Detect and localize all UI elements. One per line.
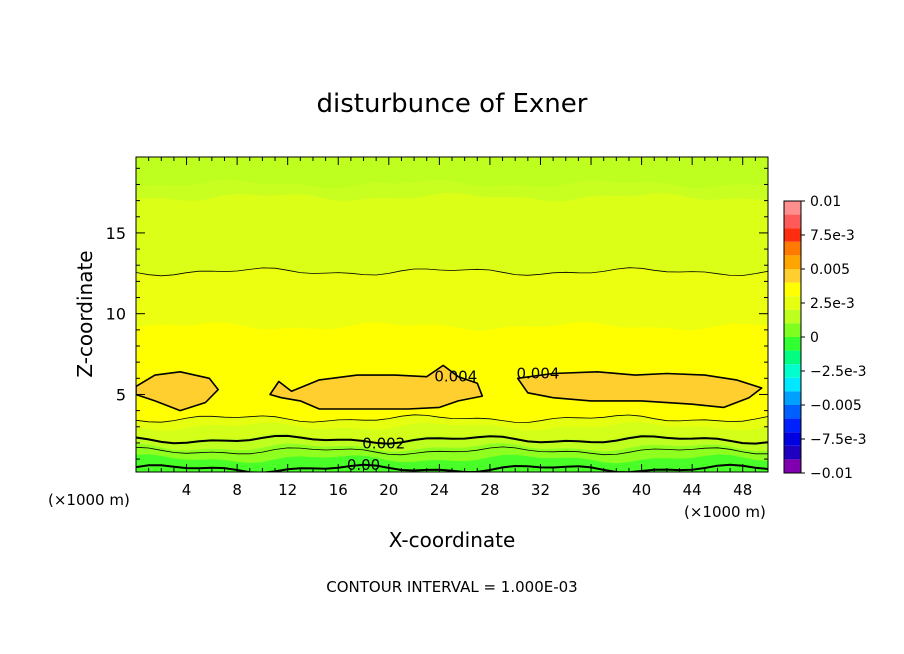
contour-label: 0.004 <box>434 368 477 386</box>
colorbar-swatch <box>784 241 801 256</box>
x-tick-label: 44 <box>683 481 702 499</box>
chart-title: disturbunce of Exner <box>317 89 588 119</box>
colorbar-swatch <box>784 228 801 242</box>
y-tick-label: 15 <box>106 224 126 243</box>
contour-region <box>516 370 763 409</box>
contour-band <box>136 454 768 472</box>
y-axis-label: Z-coordinate <box>73 250 97 377</box>
colorbar-swatch <box>784 445 801 460</box>
colorbar-label: 2.5e-3 <box>810 296 855 312</box>
x-unit-left: (×1000 m) <box>48 491 130 509</box>
colorbar: 0.01 7.5e-3 0.005 2.5e-3 0 −2.5e-3 −0.005 −7.5e… <box>783 194 867 482</box>
contour-label: 0.002 <box>362 435 405 453</box>
colorbar-label: 0.005 <box>810 262 850 278</box>
x-tick-label: 20 <box>379 481 398 499</box>
contour-label: 0.00 <box>347 456 380 474</box>
colorbar-swatch <box>784 255 801 269</box>
contour-line <box>136 414 768 423</box>
colorbar-swatch <box>784 337 801 351</box>
colorbar-swatch <box>784 377 801 392</box>
x-tick-label: 48 <box>733 481 752 499</box>
colorbar-label: 7.5e-3 <box>810 228 855 244</box>
colorbar-swatch <box>784 201 801 215</box>
colorbar-label: −0.005 <box>810 398 862 414</box>
plot-area <box>136 157 768 472</box>
y-axis: 5 10 15 <box>106 167 768 460</box>
colorbar-label: −2.5e-3 <box>810 364 867 380</box>
y-tick-label: 10 <box>106 305 126 324</box>
colorbar-label: 0 <box>810 330 819 346</box>
contour-region <box>136 370 219 412</box>
contour-band <box>136 266 768 332</box>
x-unit-right: (×1000 m) <box>684 503 766 521</box>
colorbar-label: −7.5e-3 <box>810 432 867 448</box>
contour-band <box>136 192 768 277</box>
x-axis-label: X-coordinate <box>389 528 516 552</box>
colorbar-swatch <box>784 405 801 419</box>
colorbar-swatch <box>784 364 801 378</box>
contour-region <box>269 364 484 410</box>
x-tick-label: 32 <box>531 481 550 499</box>
colorbar-label: −0.01 <box>810 466 853 482</box>
x-tick-label: 8 <box>232 481 242 499</box>
contour-line <box>136 267 768 277</box>
x-tick-label: 24 <box>430 481 449 499</box>
x-tick-label: 36 <box>581 481 600 499</box>
contour-interval-note: CONTOUR INTERVAL = 1.000E-03 <box>326 578 577 596</box>
x-tick-label: 40 <box>632 481 651 499</box>
contour-line <box>136 434 768 445</box>
colorbar-swatch <box>784 214 801 229</box>
x-tick-label: 12 <box>278 481 297 499</box>
colorbar-swatch <box>784 269 801 283</box>
x-tick-label: 16 <box>329 481 348 499</box>
colorbar-swatch <box>784 323 801 337</box>
x-tick-label: 28 <box>480 481 499 499</box>
contour-labels: 0.004 0.004 0.002 0.00 <box>347 364 560 474</box>
colorbar-swatch <box>784 350 801 365</box>
y-tick-label: 5 <box>116 385 126 404</box>
colorbar-swatch <box>784 296 801 310</box>
colorbar-swatch <box>784 391 801 405</box>
contour-line <box>136 446 768 456</box>
contour-label: 0.004 <box>516 364 559 382</box>
colorbar-label: 0.01 <box>810 194 841 210</box>
x-axis: 4 8 12 16 20 24 28 32 36 40 44 48 <box>148 157 756 499</box>
colorbar-swatch <box>784 418 801 433</box>
colorbar-swatch <box>784 432 801 446</box>
colorbar-swatch <box>784 309 801 324</box>
colorbar-swatch <box>784 282 801 297</box>
colorbar-swatch <box>784 459 801 473</box>
x-tick-label: 4 <box>182 481 192 499</box>
